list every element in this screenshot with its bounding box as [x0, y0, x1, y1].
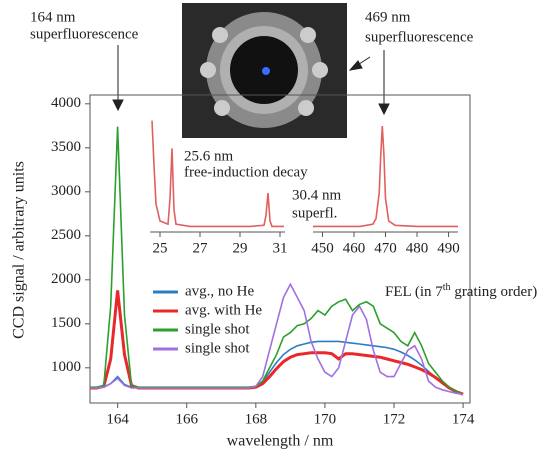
- x-tick-label: 29: [233, 240, 248, 256]
- y-tick-label: 3000: [51, 183, 81, 199]
- annotation: 164 nm: [30, 9, 76, 25]
- annotation: FEL (in 7th grating order): [385, 282, 537, 300]
- x-tick-label: 172: [383, 411, 406, 427]
- legend-label: single shot: [185, 321, 250, 337]
- y-axis-label: CCD signal / arbitrary units: [11, 161, 28, 339]
- x-tick-label: 490: [437, 240, 460, 256]
- annotation: 469 nm: [365, 9, 411, 25]
- x-tick-label: 168: [245, 411, 268, 427]
- x-tick-label: 164: [106, 411, 129, 427]
- inset-annotation: 25.6 nm: [184, 148, 234, 164]
- series-line: [90, 290, 464, 396]
- x-tick-label: 25: [153, 240, 168, 256]
- inset-annotation: 30.4 nm: [292, 187, 342, 203]
- x-tick-label: 470: [374, 240, 397, 256]
- x-tick-label: 174: [452, 411, 475, 427]
- x-tick-label: 27: [193, 240, 209, 256]
- annotation-part: FEL (in 7: [385, 284, 443, 300]
- legend-label: avg., no He: [185, 283, 254, 299]
- annotation: superfluorescence: [365, 29, 474, 45]
- x-tick-label: 170: [314, 411, 337, 427]
- annotation-part: th: [443, 282, 451, 293]
- series-line: [90, 282, 464, 395]
- y-tick-label: 1000: [51, 359, 81, 375]
- x-tick-label: 31: [273, 240, 288, 256]
- inset-annotation: free-induction decay: [184, 164, 308, 180]
- legend-label: avg. with He: [185, 302, 262, 318]
- y-tick-label: 3500: [51, 139, 81, 155]
- series-line: [151, 120, 284, 228]
- legend-label: single shot: [185, 340, 250, 356]
- plot-frame: [89, 94, 471, 404]
- arrows: [112, 45, 390, 116]
- annotation-part: grating order): [451, 284, 538, 300]
- series-line: [313, 126, 458, 228]
- y-tick-label: 4000: [51, 95, 81, 111]
- x-tick-label: 480: [406, 240, 429, 256]
- y-tick-label: 1500: [51, 315, 81, 331]
- annotation: superfluorescence: [30, 26, 139, 42]
- inset-annotation: superfl.: [292, 205, 337, 221]
- x-tick-label: 460: [343, 240, 366, 256]
- x-tick-label: 166: [175, 411, 198, 427]
- x-axis-label: wavelength / nm: [227, 433, 334, 450]
- y-tick-label: 2500: [51, 227, 81, 243]
- x-tick-label: 450: [311, 240, 334, 256]
- y-tick-label: 2000: [51, 271, 81, 287]
- photo: [182, 3, 347, 138]
